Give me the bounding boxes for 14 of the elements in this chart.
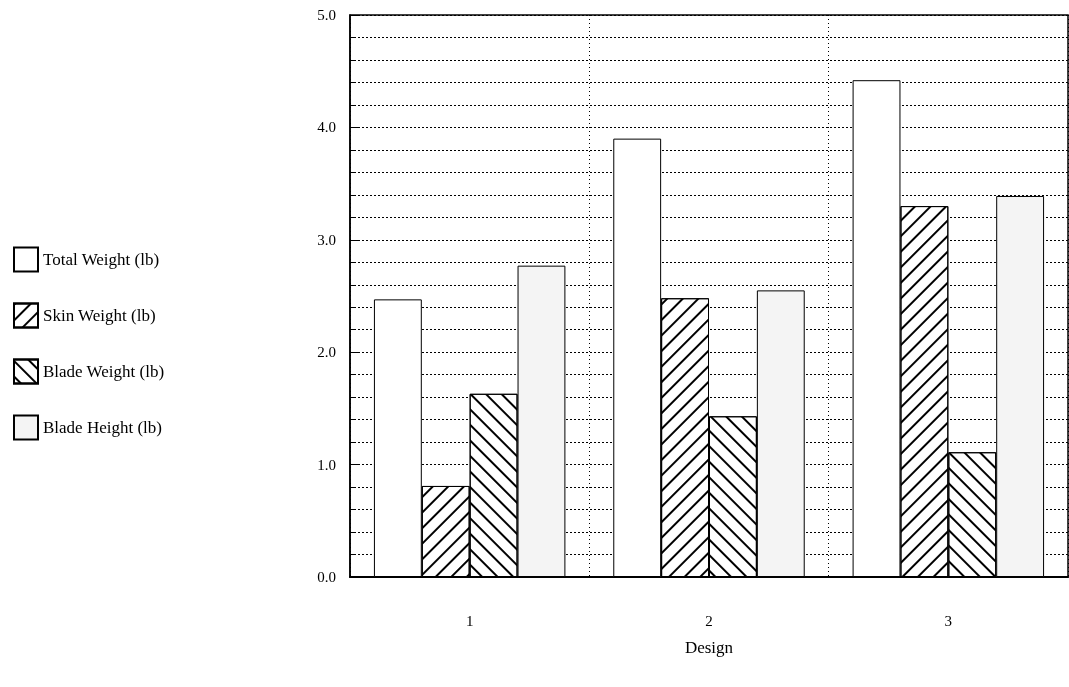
y-tick-label: 4.0 — [317, 119, 336, 136]
y-tick-label: 2.0 — [317, 344, 336, 361]
legend-label: Skin Weight (lb) — [43, 306, 156, 325]
y-tick-label: 0.0 — [317, 569, 336, 585]
x-axis-title: Design — [684, 638, 734, 657]
y-tick-label: 5.0 — [317, 7, 336, 23]
legend-label: Total Weight (lb) — [43, 250, 160, 269]
y-tick-label: 1.0 — [317, 456, 336, 473]
x-tick-label: 1 — [465, 612, 474, 629]
legend-label: Blade Weight (lb) — [43, 362, 165, 381]
legend-label: Blade Height (lb) — [43, 418, 162, 437]
x-tick-label: 3 — [944, 612, 953, 629]
x-tick-label: 2 — [705, 612, 713, 629]
y-tick-label: 3.0 — [317, 231, 336, 248]
